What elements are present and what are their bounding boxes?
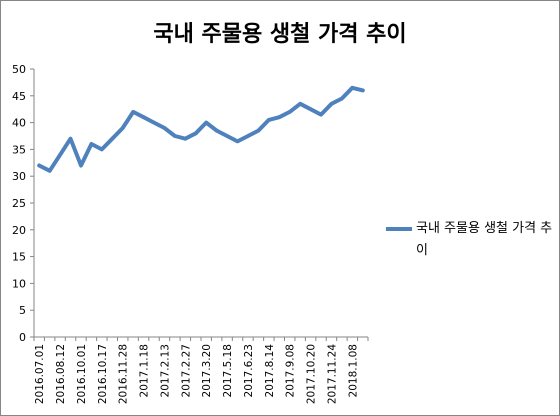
- data-point-10: [142, 115, 146, 119]
- data-point-23: [277, 115, 281, 119]
- x-tick-label-4: 2016.11.28: [118, 344, 130, 404]
- x-tick-label-0: 2016.07.01: [34, 344, 46, 404]
- x-tick-label-15: 2018.1.08: [347, 344, 359, 397]
- data-point-20: [246, 134, 250, 138]
- y-tick-label-8: 40: [12, 117, 26, 130]
- y-tick-label-2: 10: [12, 277, 26, 290]
- data-point-16: [204, 121, 208, 125]
- data-point-14: [183, 137, 187, 141]
- x-tick-label-1: 2016.08.12: [55, 344, 67, 404]
- x-tick-label-8: 2017.3.20: [201, 344, 213, 397]
- y-tick-label-3: 15: [12, 251, 26, 264]
- data-point-28: [329, 102, 333, 106]
- y-tick-label-6: 30: [12, 170, 26, 183]
- data-point-12: [162, 126, 166, 130]
- y-tick-label-5: 25: [12, 197, 26, 210]
- y-tick-label-4: 20: [12, 224, 26, 237]
- x-tick-label-3: 2016.10.17: [97, 344, 109, 404]
- data-point-2: [58, 153, 62, 157]
- data-point-19: [236, 139, 240, 143]
- data-point-4: [79, 163, 83, 167]
- data-point-25: [298, 102, 302, 106]
- data-point-5: [89, 142, 93, 146]
- y-tick-label-7: 35: [12, 143, 26, 156]
- y-tick-label-10: 50: [12, 63, 26, 76]
- data-point-30: [350, 86, 354, 90]
- chart-title: 국내 주물용 생철 가격 추이: [153, 22, 407, 47]
- data-point-31: [361, 88, 365, 92]
- data-point-26: [309, 107, 313, 111]
- data-point-22: [267, 118, 271, 122]
- data-point-18: [225, 134, 229, 138]
- y-tick-label-1: 5: [19, 304, 26, 317]
- data-point-0: [37, 163, 41, 167]
- data-point-11: [152, 121, 156, 125]
- data-point-27: [319, 113, 323, 117]
- x-tick-label-13: 2017.10.20: [306, 344, 318, 404]
- x-tick-label-6: 2017.2.13: [159, 344, 171, 397]
- data-point-15: [194, 131, 198, 135]
- series-line-0: [37, 85, 365, 173]
- x-tick-label-14: 2017.11.24: [326, 344, 338, 404]
- data-point-8: [121, 126, 125, 130]
- x-tick-label-9: 2017.5.18: [222, 344, 234, 397]
- data-point-9: [131, 110, 135, 114]
- legend-swatch: [386, 227, 412, 231]
- y-tick-label-9: 45: [12, 90, 26, 103]
- data-point-13: [173, 134, 177, 138]
- legend-label: 국내 주물용 생철 가격 추이: [416, 221, 553, 258]
- x-tick-label-7: 2017.2.27: [180, 344, 192, 397]
- data-point-1: [48, 169, 52, 173]
- data-point-21: [256, 129, 260, 133]
- y-tick-label-0: 0: [19, 331, 26, 344]
- x-tick-label-11: 2017.8.14: [264, 344, 276, 398]
- legend: 국내 주물용 생철 가격 추이: [386, 218, 556, 262]
- data-point-3: [69, 137, 73, 141]
- data-point-24: [288, 110, 292, 114]
- x-tick-label-10: 2017.6.23: [243, 344, 255, 397]
- data-point-6: [100, 147, 104, 151]
- x-tick-label-12: 2017.9.08: [285, 344, 297, 397]
- data-point-29: [340, 96, 344, 100]
- x-tick-label-2: 2016.10.01: [76, 344, 88, 404]
- data-point-17: [215, 129, 219, 133]
- x-tick-label-5: 2017.1.18: [139, 344, 151, 397]
- data-point-7: [110, 137, 114, 141]
